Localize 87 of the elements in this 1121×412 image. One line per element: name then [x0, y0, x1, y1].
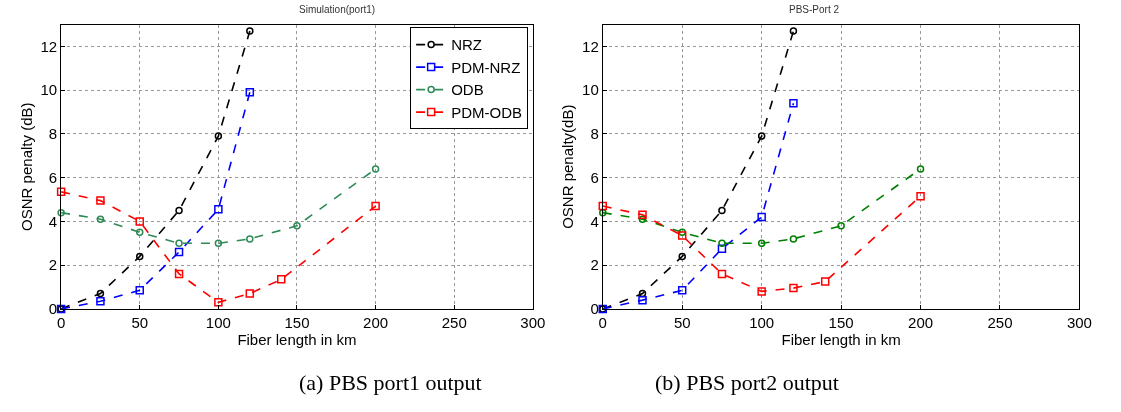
y-tick-label: 0 — [590, 300, 599, 318]
point — [638, 289, 647, 298]
y-tick-label: 4 — [48, 212, 58, 230]
legend-label: PDM-NRZ — [451, 58, 521, 76]
point — [820, 277, 830, 286]
point — [56, 187, 66, 197]
y-axis-title: OSNR penalty (dB) — [17, 102, 35, 231]
y-tick-label: 6 — [48, 168, 58, 186]
point — [96, 196, 105, 205]
point — [916, 191, 925, 201]
point — [96, 215, 105, 223]
x-tick-label: 200 — [908, 313, 934, 331]
point — [837, 222, 845, 230]
point — [638, 210, 647, 220]
y-tick-label: 10 — [582, 81, 599, 99]
y-tick-label: 8 — [590, 125, 599, 143]
point — [718, 239, 726, 248]
x-tick-label: 200 — [363, 313, 389, 331]
point — [789, 99, 798, 108]
point — [214, 132, 223, 140]
point — [214, 298, 223, 307]
point — [246, 235, 254, 243]
y-tick-label: 4 — [590, 212, 599, 230]
point — [789, 235, 798, 243]
point — [916, 165, 925, 173]
point — [96, 289, 105, 298]
point — [638, 215, 647, 223]
y-tick-label: 2 — [48, 256, 58, 274]
point — [638, 295, 647, 305]
point — [57, 208, 65, 217]
point — [757, 132, 766, 140]
point — [293, 222, 301, 230]
x-tick-label: 100 — [205, 313, 231, 331]
x-tick-label: 150 — [828, 313, 854, 331]
point — [96, 296, 105, 306]
point — [214, 239, 223, 248]
point — [677, 286, 687, 295]
point — [757, 239, 766, 248]
point — [175, 206, 183, 215]
point — [757, 212, 766, 222]
point — [135, 228, 144, 237]
y-axis-title: OSNR penalty(dB) — [559, 104, 577, 229]
point — [717, 244, 727, 253]
y-tick-label: 6 — [590, 168, 599, 186]
chart-title: Simulation(port1) — [299, 4, 376, 15]
y-tick-label: 12 — [40, 37, 58, 55]
y-tick-label: 10 — [40, 81, 58, 99]
text: (b) PBS port2 output — [655, 370, 839, 395]
point — [789, 27, 798, 35]
x-tick-label: 50 — [131, 313, 149, 331]
x-tick-label: 250 — [987, 313, 1013, 331]
x-tick-label: 100 — [749, 313, 775, 331]
y-tick-label: 2 — [590, 256, 599, 274]
point — [598, 201, 608, 211]
point — [135, 217, 144, 226]
x-tick-label: 300 — [520, 313, 546, 331]
x-tick-label: 300 — [1066, 313, 1092, 331]
point — [717, 269, 727, 279]
point — [757, 287, 766, 296]
point — [175, 239, 183, 248]
y-tick-label: 0 — [48, 300, 58, 318]
x-axis-title: Fiber length in km — [237, 330, 357, 348]
point — [214, 205, 223, 214]
point — [277, 275, 286, 284]
point — [135, 286, 144, 295]
point — [371, 165, 380, 173]
point — [678, 252, 686, 261]
legend-label: PDM-ODB — [451, 103, 522, 121]
point — [174, 269, 184, 279]
point — [135, 252, 144, 261]
x-tick-label: 150 — [284, 313, 310, 331]
y-tick-label: 8 — [48, 125, 58, 143]
point — [371, 201, 380, 211]
x-tick-label: 50 — [673, 313, 691, 331]
y-tick-label: 12 — [582, 37, 599, 55]
point — [789, 283, 798, 293]
text: (a) PBS port1 output — [299, 370, 482, 395]
x-axis-title: Fiber length in km — [781, 330, 901, 348]
point — [174, 247, 184, 257]
point — [245, 289, 255, 298]
chart-title: PBS-Port 2 — [789, 4, 840, 15]
legend-label: NRZ — [451, 36, 482, 54]
point — [246, 27, 254, 35]
point — [718, 206, 726, 215]
point — [245, 88, 255, 97]
x-tick-label: 250 — [441, 313, 467, 331]
legend-label: ODB — [451, 81, 484, 99]
